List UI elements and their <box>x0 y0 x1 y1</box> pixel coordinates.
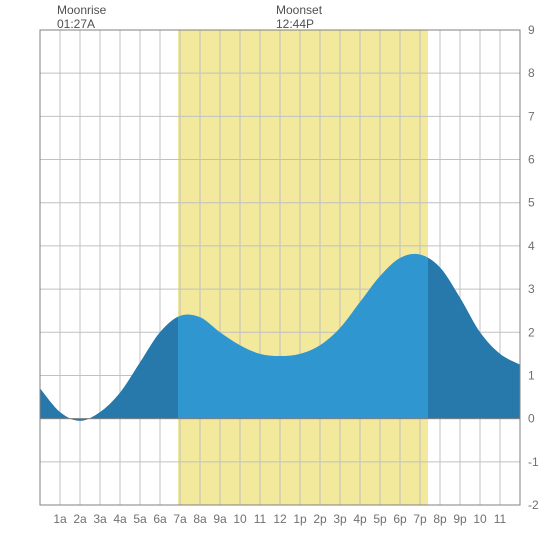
x-tick-label: 2a <box>73 512 87 526</box>
x-tick-label: 4a <box>113 512 127 526</box>
y-tick-label: 3 <box>528 282 535 296</box>
y-tick-label: -1 <box>528 455 539 469</box>
moonset-label: Moonset <box>276 3 322 18</box>
x-tick-label: 5a <box>133 512 147 526</box>
y-tick-label: 1 <box>528 368 535 382</box>
x-tick-label: 9a <box>213 512 227 526</box>
y-tick-label: 4 <box>528 239 535 253</box>
x-tick-label: 3p <box>333 512 347 526</box>
moonset-time-label: 12:44P <box>276 17 314 32</box>
x-tick-label: 4p <box>353 512 367 526</box>
moonrise-time-label: 01:27A <box>57 17 95 32</box>
x-tick-label: 1p <box>293 512 307 526</box>
y-tick-label: 2 <box>528 325 535 339</box>
x-tick-label: 8a <box>193 512 207 526</box>
x-tick-label: 11 <box>494 512 507 526</box>
x-tick-label: 2p <box>313 512 327 526</box>
x-tick-label: 9p <box>453 512 467 526</box>
x-tick-label: 12 <box>273 512 287 526</box>
y-tick-label: 9 <box>528 23 535 37</box>
x-tick-label: 10 <box>233 512 247 526</box>
x-tick-label: 6p <box>393 512 407 526</box>
y-tick-label: 6 <box>528 153 535 167</box>
y-tick-label: 7 <box>528 109 535 123</box>
chart-canvas: -2-101234567891a2a3a4a5a6a7a8a9a1011121p… <box>0 0 550 550</box>
y-tick-label: 0 <box>528 412 535 426</box>
x-tick-label: 3a <box>93 512 107 526</box>
x-tick-label: 8p <box>433 512 447 526</box>
x-tick-label: 10 <box>473 512 487 526</box>
y-tick-label: -2 <box>528 498 539 512</box>
moonrise-label: Moonrise <box>57 3 106 18</box>
y-tick-label: 8 <box>528 66 535 80</box>
x-tick-label: 6a <box>153 512 167 526</box>
x-tick-label: 5p <box>373 512 387 526</box>
x-tick-label: 11 <box>254 512 267 526</box>
x-tick-label: 1a <box>53 512 67 526</box>
x-tick-label: 7p <box>413 512 427 526</box>
tide-chart: -2-101234567891a2a3a4a5a6a7a8a9a1011121p… <box>0 0 550 550</box>
y-tick-label: 5 <box>528 196 535 210</box>
x-tick-label: 7a <box>173 512 187 526</box>
